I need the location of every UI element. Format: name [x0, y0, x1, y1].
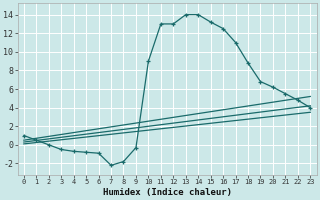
X-axis label: Humidex (Indice chaleur): Humidex (Indice chaleur) — [103, 188, 232, 197]
